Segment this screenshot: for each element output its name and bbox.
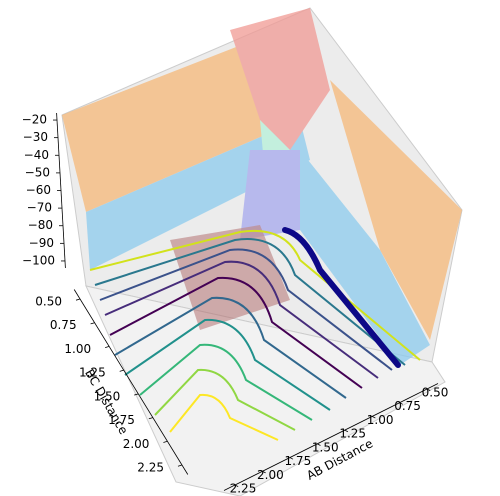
tick-mark [317,443,321,446]
tick-label: 1.75 [284,454,311,468]
tick-mark [163,440,168,443]
tick-label: 1.50 [94,389,121,403]
tick-label: 1.25 [339,427,366,441]
tick-label: 0.75 [394,399,421,413]
tick-label: −40 [24,148,49,162]
tick-label: 2.00 [123,437,150,451]
tick-label: 1.00 [367,413,394,427]
tick-mark [134,393,139,396]
tick-mark [148,417,153,420]
tick-mark [177,464,183,467]
tick-label: 0.75 [50,318,77,332]
tick-label: 1.25 [79,366,106,380]
tick-label: 1.00 [64,342,91,356]
tick-label: −100 [22,253,55,267]
tick-mark [105,346,110,349]
tick-label: 1.50 [312,440,339,454]
tick-mark [119,369,124,372]
tick-label: −80 [28,218,53,232]
tick-label: −30 [23,130,48,144]
tick-mark [371,416,376,419]
tick-label: 2.25 [137,461,164,475]
tick-label: 1.75 [108,413,135,427]
tick-label: 0.50 [35,294,62,308]
tick-label: 2.00 [257,468,284,482]
tick-mark [426,388,431,391]
tick-mark [289,457,294,460]
tick-mark [344,429,349,433]
tick-label: 0.50 [422,385,449,399]
tick-mark [90,322,95,325]
tick-label: −70 [27,201,52,215]
tick-mark [399,402,403,405]
tick-mark [234,484,239,487]
tick-label: 2.25 [230,482,257,496]
y-axis-label: BC Distance [82,367,130,437]
tick-label: −20 [22,113,47,127]
tick-label: −90 [29,236,54,250]
tick-mark [262,470,266,474]
tick-mark [75,298,81,301]
tick-label: −50 [25,165,50,179]
axis-line [223,383,439,491]
contours [89,227,421,441]
axis-line [73,289,189,475]
tick-label: −60 [26,183,51,197]
